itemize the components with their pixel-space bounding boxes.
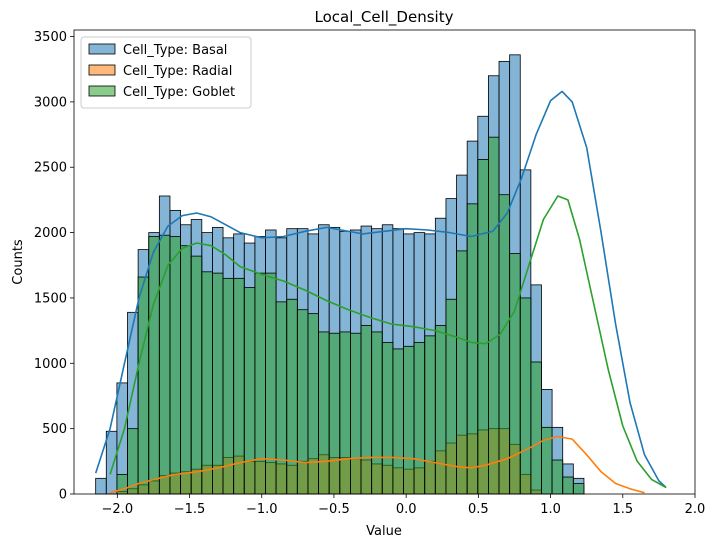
y-tick-label: 1500 <box>34 291 67 306</box>
y-tick-label: 3500 <box>34 30 67 45</box>
histogram-bar <box>339 331 351 495</box>
histogram-bar <box>212 272 224 495</box>
histogram-bar <box>498 194 511 495</box>
histogram-bar <box>318 331 330 495</box>
histogram-bar <box>265 272 277 495</box>
histogram-bar <box>105 430 118 495</box>
chart-title: Local_Cell_Density <box>315 8 454 27</box>
x-axis: −2.0 −1.5 −1.0 −0.5 0.0 0.5 1.0 1.5 2.0 <box>102 494 706 517</box>
y-tick-label: 1000 <box>34 357 67 372</box>
histogram-bar <box>477 158 489 495</box>
histogram-bar <box>190 255 203 495</box>
histogram-bar <box>180 245 192 495</box>
axes-frame <box>73 29 696 495</box>
y-tick-label: 2000 <box>34 226 67 241</box>
y-tick-label: 3000 <box>34 95 67 110</box>
histogram-bar <box>360 324 373 495</box>
histogram-bar <box>201 271 213 495</box>
histogram-bar <box>413 341 426 495</box>
histogram-bar <box>307 313 319 495</box>
histogram-bar <box>519 297 532 495</box>
y-tick-label: 0 <box>59 488 67 503</box>
kde-curve-2 <box>109 195 667 489</box>
histogram-bar <box>169 236 181 495</box>
histogram-bar <box>148 236 160 495</box>
x-tick-label: −0.5 <box>318 502 350 517</box>
histogram-bar <box>275 301 288 495</box>
histogram-bar <box>328 332 341 495</box>
x-tick-label: 2.0 <box>685 502 706 517</box>
x-tick-label: −2.0 <box>102 502 134 517</box>
legend-swatch <box>88 64 116 76</box>
histogram-bar <box>381 341 394 495</box>
x-axis-label: Value <box>366 524 402 539</box>
kde-curve-0 <box>94 90 667 489</box>
histogram-bar <box>424 335 436 495</box>
y-axis: 0 500 1000 1500 2000 2500 3000 3500 <box>34 30 74 503</box>
histogram-bar <box>137 276 150 495</box>
histogram-bar <box>392 348 404 495</box>
y-axis-label: Counts <box>11 239 26 285</box>
histogram-bar <box>403 345 415 495</box>
histogram-bar <box>466 203 479 495</box>
histogram-bar <box>286 298 298 495</box>
x-tick-label: 1.5 <box>612 502 633 517</box>
histogram-bar <box>551 459 564 495</box>
histogram-bar <box>509 253 521 495</box>
histogram-bar <box>350 332 362 495</box>
histogram-bar <box>95 477 107 495</box>
histogram-bar <box>254 272 266 495</box>
histogram-bar <box>530 361 542 495</box>
histogram-bar <box>562 476 574 495</box>
x-tick-label: 0.0 <box>396 502 417 517</box>
legend-label: Cell_Type: Basal <box>123 43 227 58</box>
kde-curve-1 <box>109 435 645 494</box>
legend-swatch <box>88 85 116 97</box>
x-tick-label: −1.5 <box>174 502 206 517</box>
histogram-bar <box>541 426 553 495</box>
histogram-bar <box>572 483 585 495</box>
x-tick-label: −1.0 <box>246 502 278 517</box>
legend-label: Cell_Type: Radial <box>123 64 232 79</box>
histogram-bar <box>371 331 383 495</box>
histogram-bar <box>243 287 256 495</box>
histogram-bar <box>222 277 235 495</box>
histogram-bar <box>434 324 447 495</box>
legend: Cell_Type: Basal Cell_Type: Radial Cell_Ty… <box>80 36 252 109</box>
y-tick-label: 500 <box>42 422 67 437</box>
y-tick-label: 2500 <box>34 161 67 176</box>
histogram-bar <box>488 136 500 495</box>
legend-swatch <box>88 43 116 55</box>
histogram-bar <box>456 250 468 495</box>
histogram-bar <box>296 309 309 495</box>
x-tick-label: 0.5 <box>468 502 489 517</box>
x-tick-label: 1.0 <box>540 502 561 517</box>
legend-label: Cell_Type: Goblet <box>123 85 235 100</box>
legend-box <box>80 36 252 109</box>
